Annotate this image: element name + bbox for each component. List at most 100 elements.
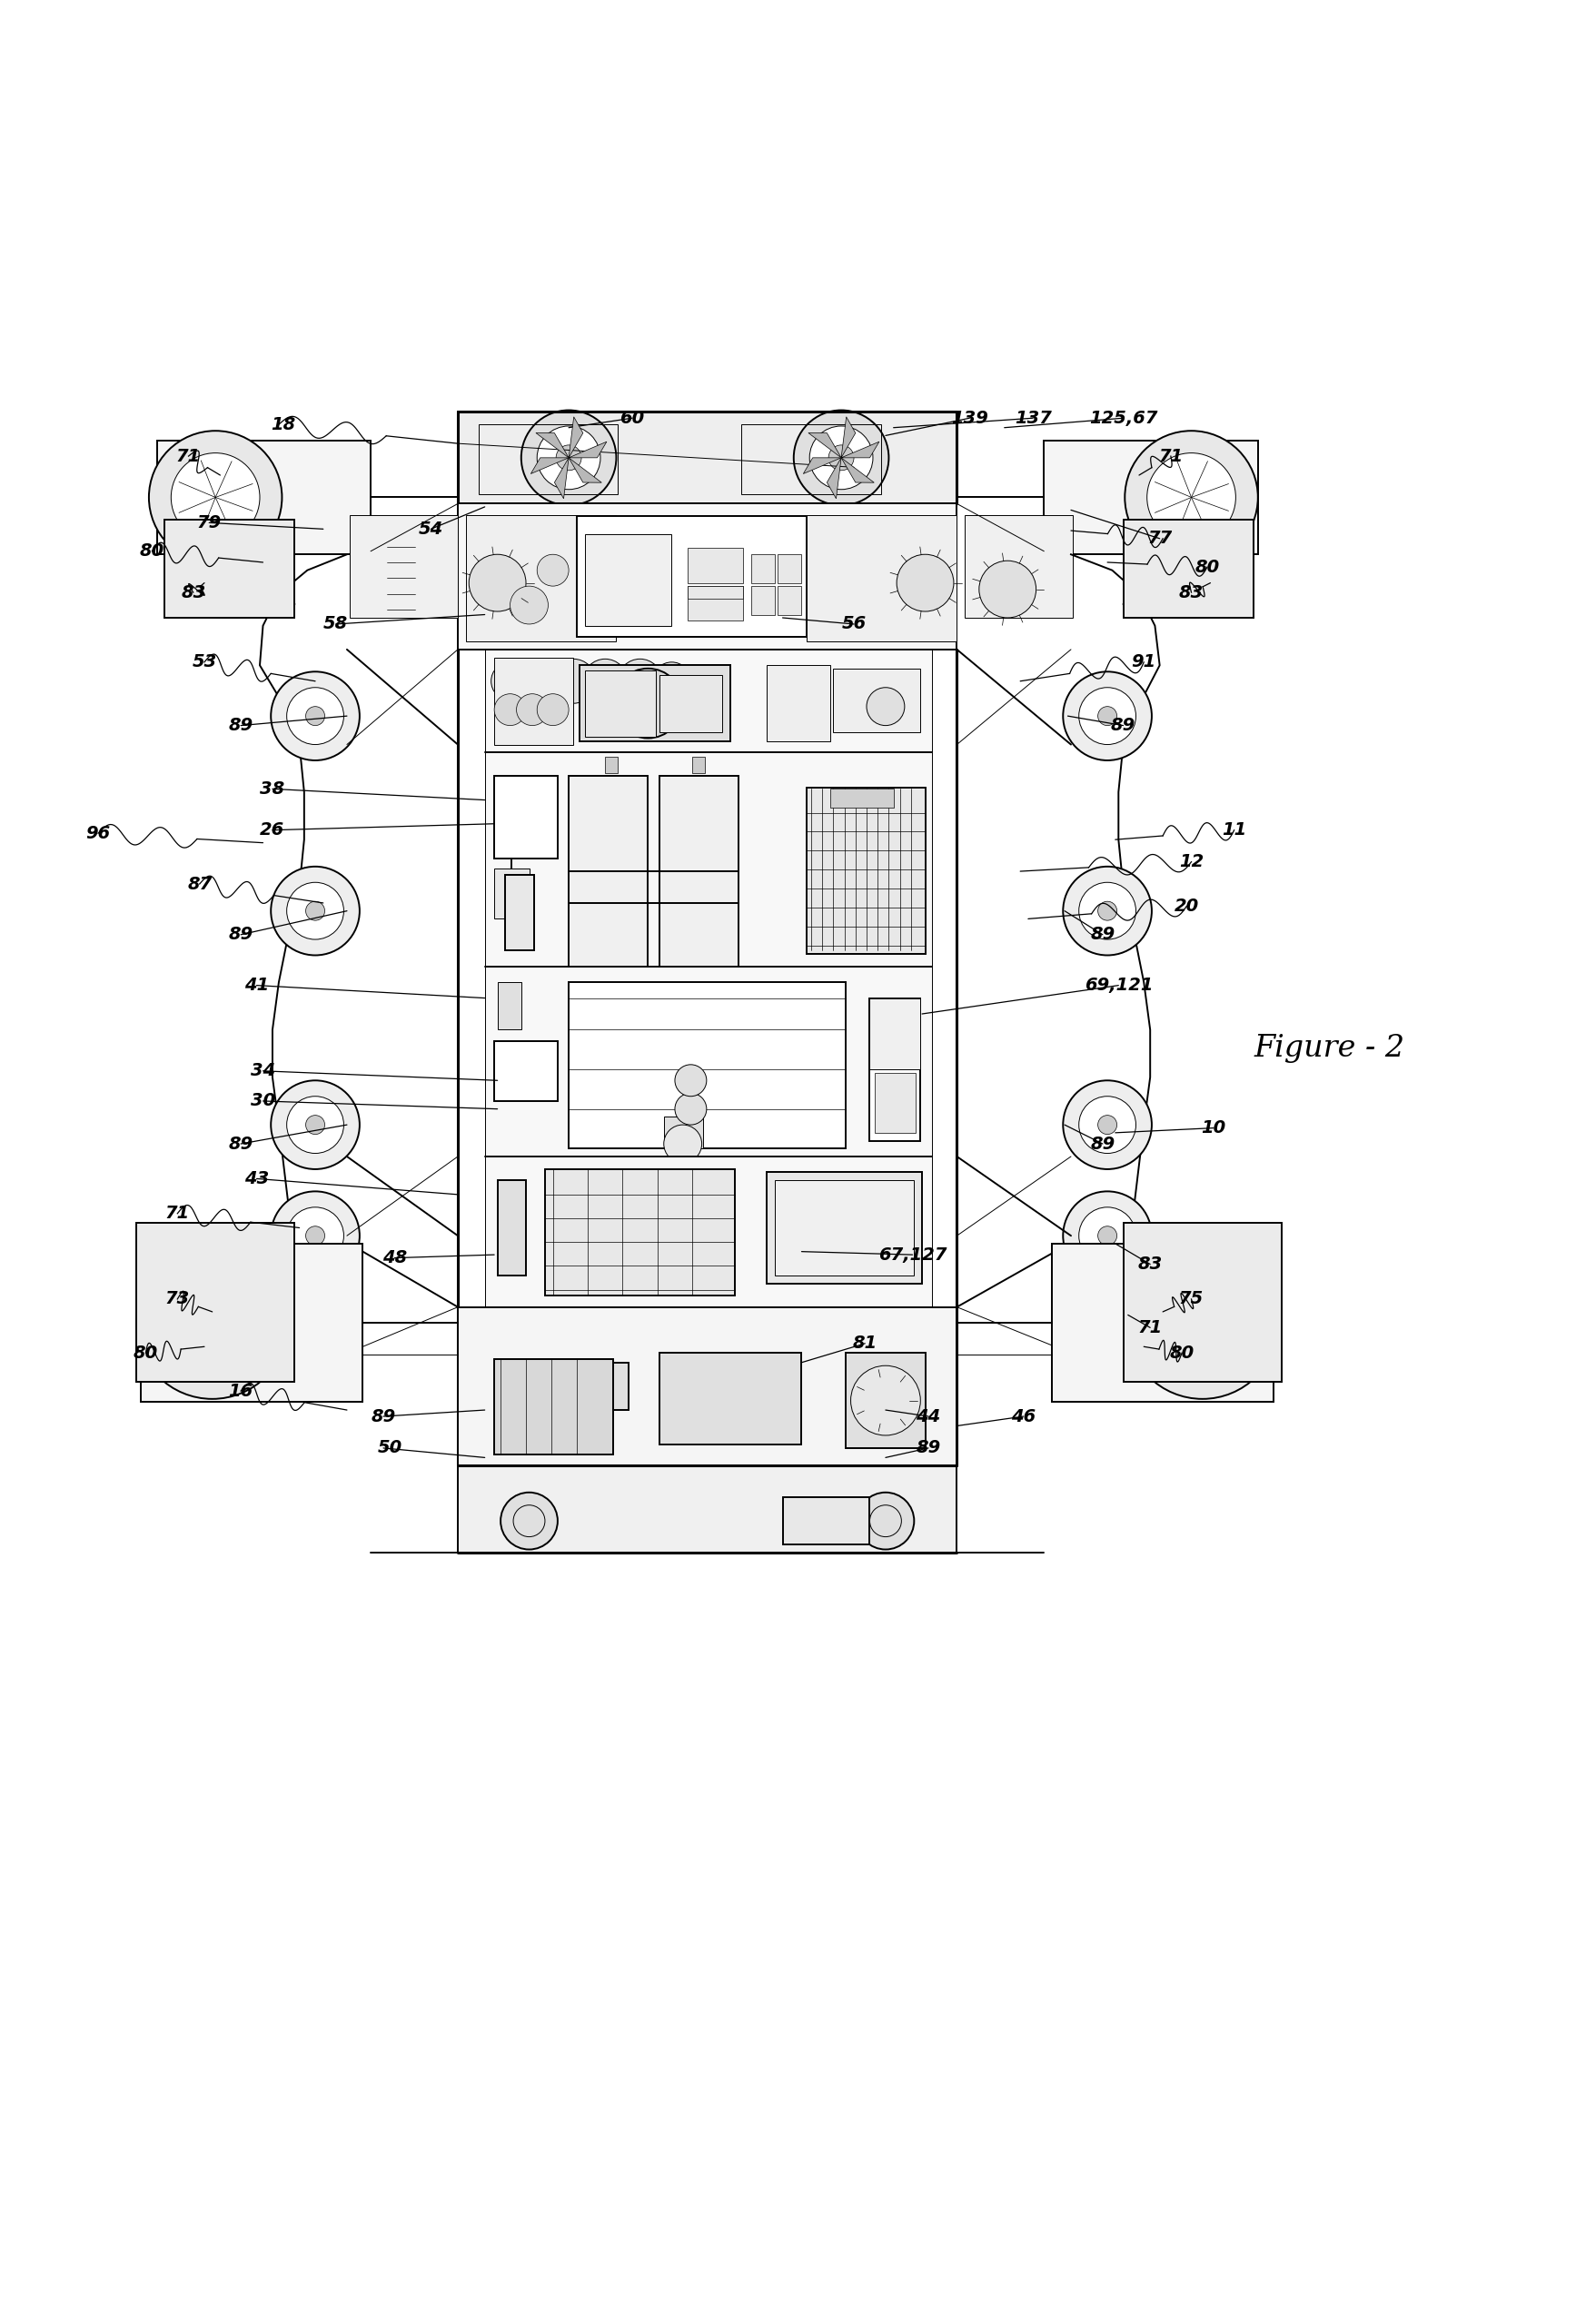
Circle shape bbox=[809, 426, 873, 490]
Bar bbox=[485, 967, 930, 1156]
Text: 10: 10 bbox=[1200, 1119, 1226, 1136]
Text: 71: 71 bbox=[1157, 446, 1183, 465]
Text: 44: 44 bbox=[916, 1409, 940, 1425]
Text: 89: 89 bbox=[1090, 1136, 1114, 1152]
Circle shape bbox=[1146, 453, 1235, 541]
Text: 96: 96 bbox=[86, 826, 110, 842]
Circle shape bbox=[583, 659, 627, 703]
Circle shape bbox=[828, 444, 854, 470]
Circle shape bbox=[271, 867, 359, 955]
Text: 53: 53 bbox=[192, 655, 217, 671]
Polygon shape bbox=[841, 458, 873, 483]
Bar bbox=[659, 1353, 801, 1446]
Bar bbox=[766, 666, 830, 742]
Circle shape bbox=[1124, 430, 1258, 564]
Polygon shape bbox=[554, 458, 568, 500]
Circle shape bbox=[1063, 671, 1151, 761]
Circle shape bbox=[613, 668, 683, 738]
Polygon shape bbox=[568, 458, 602, 483]
Circle shape bbox=[271, 671, 359, 761]
Circle shape bbox=[271, 1080, 359, 1168]
Bar bbox=[458, 1466, 956, 1552]
Bar bbox=[870, 997, 919, 1069]
Text: 41: 41 bbox=[244, 976, 268, 995]
Bar bbox=[458, 504, 956, 650]
Bar bbox=[1044, 439, 1258, 555]
Bar bbox=[750, 555, 774, 583]
Bar bbox=[693, 756, 704, 773]
Bar bbox=[584, 671, 656, 736]
Bar bbox=[458, 1307, 956, 1466]
Text: 26: 26 bbox=[260, 821, 284, 840]
Text: 80: 80 bbox=[1168, 1344, 1194, 1362]
Text: 69,121: 69,121 bbox=[1084, 976, 1152, 995]
Bar bbox=[495, 867, 528, 918]
Circle shape bbox=[287, 1207, 343, 1265]
Bar bbox=[568, 777, 648, 967]
Bar bbox=[750, 585, 774, 615]
Text: 16: 16 bbox=[228, 1383, 254, 1399]
Bar bbox=[1122, 520, 1253, 618]
Circle shape bbox=[136, 1247, 289, 1399]
Text: 48: 48 bbox=[381, 1249, 407, 1268]
Circle shape bbox=[653, 662, 691, 701]
Bar bbox=[782, 1497, 870, 1545]
Circle shape bbox=[1063, 867, 1151, 955]
Text: 80: 80 bbox=[139, 544, 164, 560]
Text: 56: 56 bbox=[841, 615, 865, 634]
Circle shape bbox=[1098, 902, 1116, 921]
Bar bbox=[479, 426, 618, 495]
Bar bbox=[806, 786, 924, 953]
Text: 71: 71 bbox=[176, 446, 201, 465]
Text: 79: 79 bbox=[196, 513, 222, 532]
Bar bbox=[1122, 1224, 1282, 1381]
Bar bbox=[458, 412, 956, 504]
Circle shape bbox=[171, 453, 260, 541]
Text: 60: 60 bbox=[619, 409, 645, 428]
Bar bbox=[495, 1360, 613, 1455]
Circle shape bbox=[675, 1094, 705, 1124]
Text: 80: 80 bbox=[134, 1344, 158, 1362]
Circle shape bbox=[287, 881, 343, 939]
Bar bbox=[576, 516, 806, 636]
Text: 46: 46 bbox=[1010, 1409, 1036, 1425]
Bar bbox=[568, 983, 846, 1150]
Polygon shape bbox=[568, 442, 606, 458]
Circle shape bbox=[857, 1492, 913, 1550]
Bar bbox=[495, 1041, 557, 1101]
Circle shape bbox=[536, 426, 600, 490]
Text: 89: 89 bbox=[228, 717, 254, 733]
Bar bbox=[498, 983, 520, 1029]
Bar bbox=[495, 777, 557, 858]
Text: 89: 89 bbox=[228, 925, 254, 944]
Circle shape bbox=[305, 1115, 324, 1133]
Text: 81: 81 bbox=[852, 1335, 876, 1353]
Circle shape bbox=[196, 1307, 228, 1339]
Circle shape bbox=[1063, 1191, 1151, 1279]
Bar bbox=[350, 516, 458, 618]
Circle shape bbox=[1079, 1207, 1135, 1265]
Bar bbox=[495, 657, 573, 745]
Bar bbox=[846, 1353, 924, 1448]
Circle shape bbox=[509, 585, 547, 625]
Bar bbox=[504, 874, 533, 951]
Bar bbox=[498, 1180, 525, 1274]
Text: 75: 75 bbox=[1178, 1291, 1203, 1307]
Text: 83: 83 bbox=[180, 583, 206, 601]
Circle shape bbox=[1151, 1272, 1253, 1374]
Polygon shape bbox=[841, 416, 855, 458]
Circle shape bbox=[520, 409, 616, 504]
Text: 43: 43 bbox=[244, 1170, 268, 1187]
Circle shape bbox=[495, 694, 525, 726]
Text: 137: 137 bbox=[1013, 409, 1050, 428]
Text: 87: 87 bbox=[187, 874, 212, 893]
Text: 83: 83 bbox=[1136, 1256, 1162, 1272]
Circle shape bbox=[305, 902, 324, 921]
Bar bbox=[830, 789, 894, 807]
Circle shape bbox=[1079, 687, 1135, 745]
Circle shape bbox=[469, 555, 525, 611]
Text: 50: 50 bbox=[377, 1439, 402, 1457]
Bar bbox=[777, 555, 801, 583]
Bar bbox=[544, 1168, 734, 1295]
Polygon shape bbox=[841, 442, 879, 458]
